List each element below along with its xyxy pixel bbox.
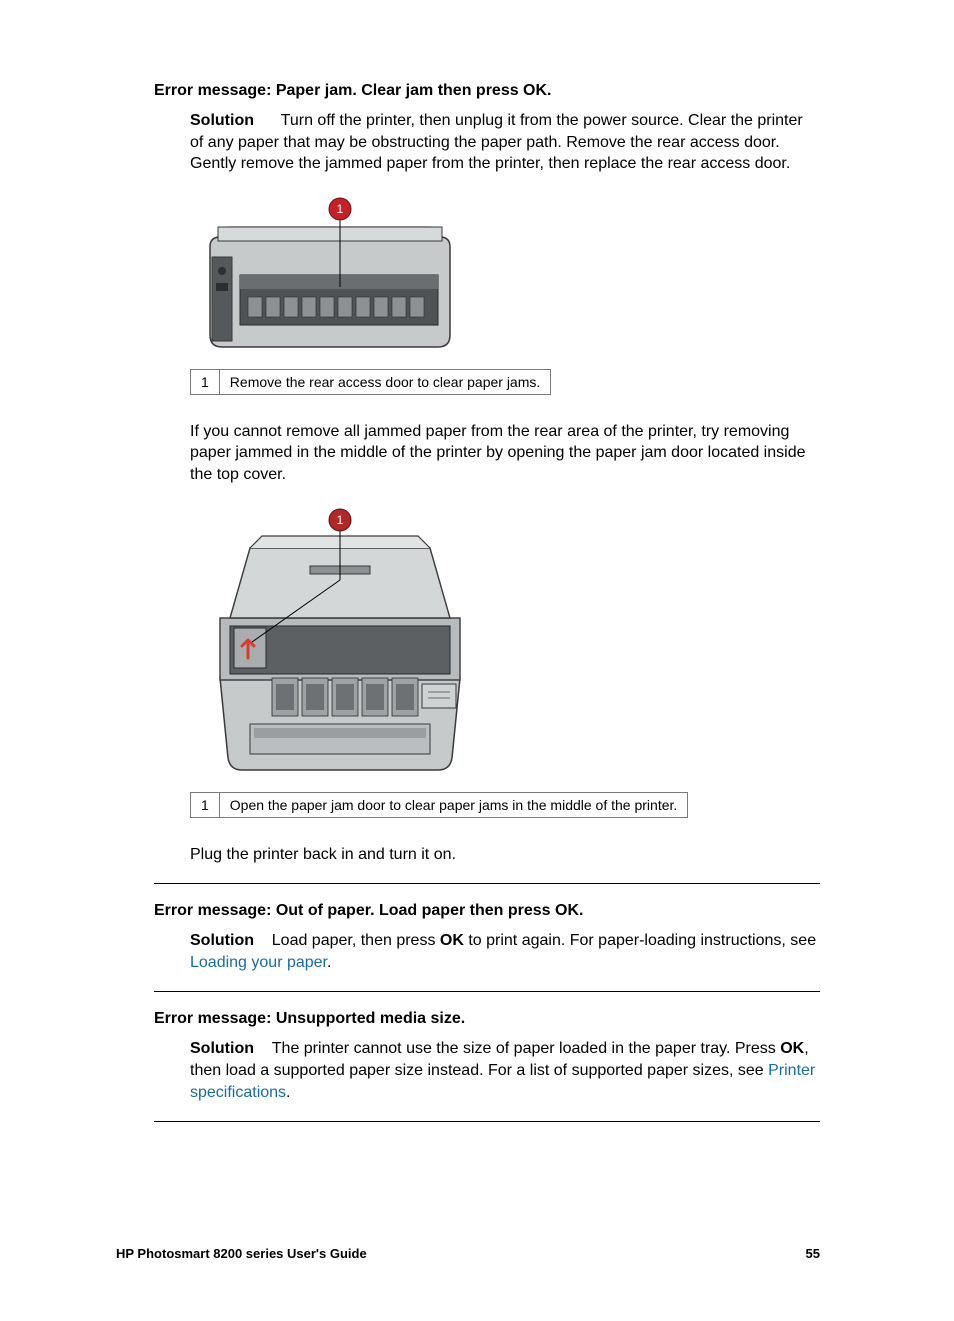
figure-top-printer: 1 1 Open the paper jam door to clear pap… <box>190 508 820 818</box>
divider-2 <box>154 991 820 992</box>
solution-label: Solution <box>190 112 254 129</box>
s2-post: to print again. For paper-loading instru… <box>464 932 816 949</box>
solution-label-2: Solution <box>190 932 254 949</box>
solution-para-3: Solution The printer cannot use the size… <box>190 1038 820 1103</box>
figure2-caption-table: 1 Open the paper jam door to clear paper… <box>190 792 688 818</box>
s2-bold: OK <box>440 932 464 949</box>
s3-bold: OK <box>780 1040 804 1057</box>
page-footer: HP Photosmart 8200 series User's Guide 5… <box>116 1246 820 1261</box>
solution-text: Turn off the printer, then unplug it fro… <box>190 112 803 172</box>
link-loading-paper[interactable]: Loading your paper <box>190 954 327 971</box>
printer-top-illustration: 1 <box>190 508 490 788</box>
section-paper-jam: Error message: Paper jam. Clear jam then… <box>154 82 820 884</box>
page-content: Error message: Paper jam. Clear jam then… <box>0 0 954 1122</box>
s3-pre: The printer cannot use the size of paper… <box>272 1040 780 1057</box>
printer-rear-illustration: 1 <box>190 197 470 365</box>
solution-para-2: Solution Load paper, then press OK to pr… <box>190 930 820 973</box>
closing-text: Plug the printer back in and turn it on. <box>190 844 820 866</box>
heading-out-of-paper: Error message: Out of paper. Load paper … <box>154 902 820 920</box>
heading-unsupported-media: Error message: Unsupported media size. <box>154 1010 820 1028</box>
figure2-caption-text: Open the paper jam door to clear paper j… <box>219 792 687 817</box>
solution-para-1: Solution Turn off the printer, then unpl… <box>190 110 820 175</box>
footer-pagenum: 55 <box>806 1246 820 1261</box>
figure2-caption-num: 1 <box>191 792 220 817</box>
figure2-callout-num: 1 <box>337 513 344 527</box>
figure1-callout-num: 1 <box>337 202 344 216</box>
figure-rear-printer: 1 1 Remove the rear access door to clear… <box>190 197 820 395</box>
solution-block-3: Solution The printer cannot use the size… <box>154 1038 820 1103</box>
divider-3 <box>154 1121 820 1122</box>
section-unsupported-media: Error message: Unsupported media size. S… <box>154 1010 820 1122</box>
solution-block-2: Solution Load paper, then press OK to pr… <box>154 930 820 973</box>
solution-block-1: Solution Turn off the printer, then unpl… <box>154 110 820 865</box>
figure1-caption-table: 1 Remove the rear access door to clear p… <box>190 369 551 395</box>
section-out-of-paper: Error message: Out of paper. Load paper … <box>154 902 820 992</box>
divider-1 <box>154 883 820 884</box>
s2-pre: Load paper, then press <box>272 932 440 949</box>
figure1-caption-num: 1 <box>191 369 220 394</box>
mid-text: If you cannot remove all jammed paper fr… <box>190 421 820 486</box>
heading-paper-jam: Error message: Paper jam. Clear jam then… <box>154 82 820 100</box>
footer-title: HP Photosmart 8200 series User's Guide <box>116 1246 367 1261</box>
s3-end: . <box>286 1084 290 1101</box>
figure1-caption-text: Remove the rear access door to clear pap… <box>219 369 550 394</box>
solution-label-3: Solution <box>190 1040 254 1057</box>
s2-end: . <box>327 954 331 971</box>
